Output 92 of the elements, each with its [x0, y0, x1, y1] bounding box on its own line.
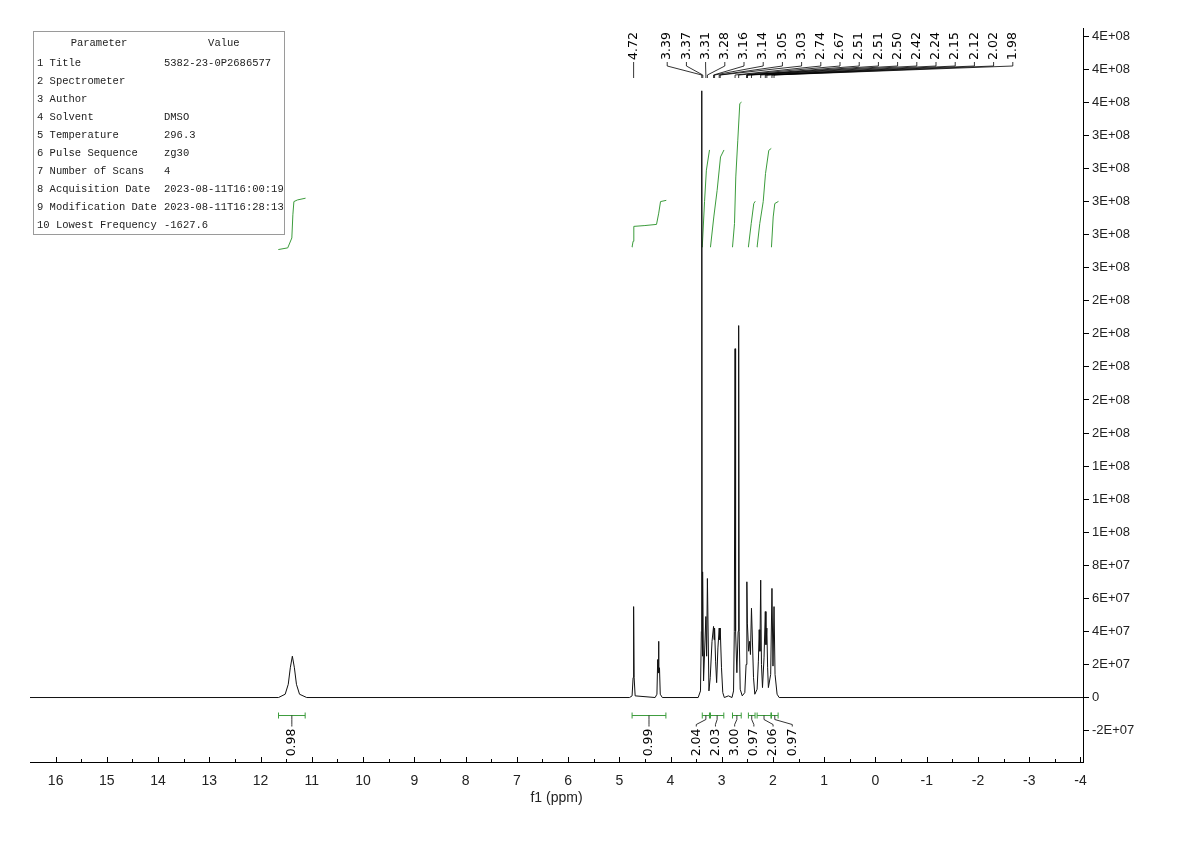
- category-label: Parameter: [69, 36, 129, 51]
- annotation: 0.98: [283, 728, 299, 757]
- annotation: 3.31: [696, 32, 712, 60]
- text: 4: [164, 165, 171, 177]
- annotation: 0.97: [745, 728, 761, 757]
- category-label: 1 Title: [37, 57, 82, 69]
- annotation: 2.42: [908, 32, 924, 60]
- y-tick-label: 4E+08: [1092, 60, 1130, 76]
- text: zg30: [164, 147, 190, 159]
- x-tick-label: 12: [252, 772, 269, 789]
- category-label: 9 Modification Date: [37, 201, 157, 213]
- annotation: 2.50: [888, 32, 904, 60]
- x-tick-label: 2: [769, 772, 778, 789]
- y-tick-label: 3E+08: [1092, 193, 1130, 209]
- x-tick-label: -4: [1074, 772, 1087, 789]
- category-label: Value: [207, 36, 241, 51]
- x-tick-label: 13: [201, 772, 218, 789]
- x-tick-label: 4: [666, 772, 675, 789]
- y-tick-label: 2E+08: [1092, 391, 1130, 407]
- y-tick-label: 2E+08: [1092, 424, 1130, 440]
- y-tick-label: 6E+07: [1092, 589, 1130, 605]
- category-label: 3 Author: [37, 93, 88, 105]
- x-tick-label: 5: [615, 772, 624, 789]
- annotation: 3.28: [716, 32, 732, 60]
- y-tick-label: 2E+07: [1092, 656, 1130, 672]
- y-tick-label: 4E+08: [1092, 93, 1130, 109]
- annotation: 3.03: [792, 32, 808, 60]
- y-tick-label: 3E+08: [1092, 160, 1130, 176]
- annotation: 2.67: [831, 32, 847, 60]
- category-label: 10 Lowest Frequency: [37, 219, 157, 231]
- text: 5382-23-0P2686577: [164, 57, 272, 69]
- y-tick-label: 1E+08: [1092, 457, 1130, 473]
- annotation: 2.74: [812, 32, 828, 60]
- annotation: 3.37: [677, 32, 693, 60]
- x-tick-label: 11: [304, 772, 320, 789]
- x-tick-label: 3: [717, 772, 726, 789]
- y-tick-label: 4E+07: [1092, 622, 1130, 638]
- category-label: 7 Number of Scans: [37, 165, 145, 177]
- y-tick-label: 3E+08: [1092, 127, 1130, 143]
- annotation: 3.39: [658, 32, 674, 60]
- annotation: 2.24: [927, 32, 943, 60]
- y-tick-label: 2E+08: [1092, 358, 1130, 374]
- y-tick-label: 1E+08: [1092, 490, 1130, 506]
- category-label: 8 Acquisition Date: [37, 183, 151, 195]
- category-label: 5 Temperature: [37, 129, 119, 141]
- x-tick-label: 10: [355, 772, 372, 789]
- x-tick-label: 0: [871, 772, 880, 789]
- annotation: 3.00: [725, 728, 741, 757]
- x-tick-label: -2: [971, 772, 985, 789]
- text: 296.3: [164, 129, 196, 141]
- annotation: 2.06: [764, 728, 780, 757]
- annotation: 2.03: [706, 728, 722, 757]
- y-tick-label: 8E+07: [1092, 556, 1130, 572]
- category-label: 2 Spectrometer: [37, 75, 126, 87]
- annotation: 0.99: [640, 728, 656, 757]
- annotation: 4.72: [624, 32, 640, 60]
- category-label: 4 Solvent: [37, 111, 94, 123]
- y-tick-label: 4E+08: [1092, 27, 1130, 43]
- annotation: 2.12: [965, 32, 981, 60]
- text: -1627.6: [164, 219, 209, 231]
- text: DMSO: [164, 111, 190, 123]
- annotation: 2.15: [946, 32, 962, 60]
- y-tick-label: 1E+08: [1092, 523, 1130, 539]
- x-tick-label: -3: [1022, 772, 1036, 789]
- y-tick-label: 2E+08: [1092, 292, 1130, 308]
- x-tick-label: -1: [920, 772, 934, 789]
- x-tick-label: 9: [410, 772, 419, 789]
- x-tick-label: 14: [150, 772, 167, 789]
- y-tick-label: 3E+08: [1092, 259, 1130, 275]
- y-tick-label: 3E+08: [1092, 226, 1130, 242]
- x-tick-label: 8: [461, 772, 470, 789]
- x-tick-label: 16: [47, 772, 64, 789]
- annotation: 3.14: [754, 32, 770, 60]
- text: 2023-08-11T16:28:13: [164, 201, 284, 213]
- annotation: 2.04: [687, 728, 703, 757]
- text: 2023-08-11T16:00:19: [164, 183, 284, 195]
- x-tick-label: 7: [512, 772, 521, 789]
- x-axis-title: f1 (ppm): [530, 789, 583, 806]
- annotation: 3.05: [773, 32, 789, 60]
- y-tick-label: 0: [1092, 689, 1100, 705]
- annotation: 2.51: [869, 32, 885, 60]
- annotation: 2.02: [984, 32, 1000, 60]
- x-tick-label: 1: [820, 772, 829, 789]
- x-tick-label: 15: [99, 772, 115, 789]
- y-tick-label: 2E+08: [1092, 325, 1130, 341]
- annotation: 1.98: [1004, 32, 1020, 60]
- y-tick-label: -2E+07: [1092, 722, 1135, 738]
- x-tick-label: 6: [564, 772, 573, 789]
- annotation: 3.16: [735, 32, 751, 60]
- annotation: 2.51: [850, 32, 866, 60]
- annotation: 0.97: [783, 728, 799, 757]
- category-label: 6 Pulse Sequence: [37, 147, 138, 159]
